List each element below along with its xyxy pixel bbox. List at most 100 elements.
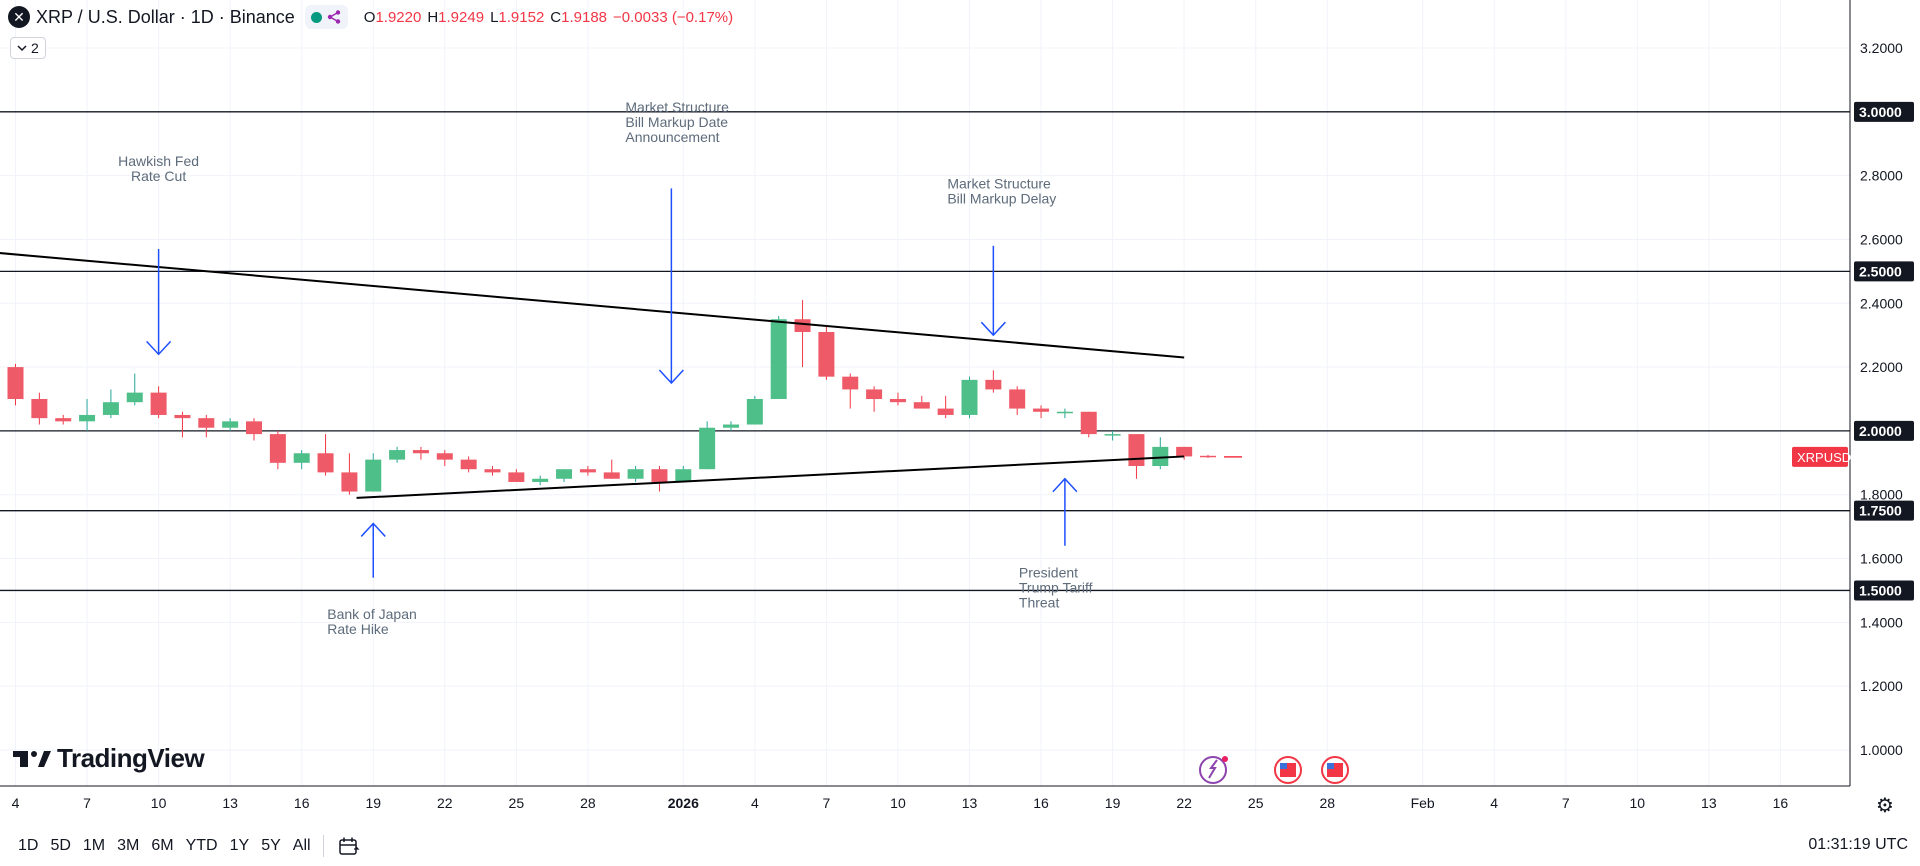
time-axis-tick-label: 16 [1033,795,1049,811]
level-price-label: 2.5000 [1859,263,1902,279]
us-flag-canton [1327,763,1334,769]
time-axis-tick-label: 16 [1773,795,1789,811]
tradingview-logo-icon [13,750,51,767]
ohlc-values: O1.9220 H1.9249 L1.9152 C1.9188 −0.0033 … [364,9,733,26]
time-axis-tick-label: 7 [823,795,831,811]
candle-down [508,472,525,482]
annotation-text: President [1019,565,1078,581]
range-5d-button[interactable]: 5D [50,837,71,854]
candle-down [246,421,262,435]
candle-down [603,472,620,479]
candle-down [651,469,668,482]
range-6m-button[interactable]: 6M [151,837,174,854]
time-axis-tick-label: 28 [1319,795,1335,811]
candle-up [79,414,96,422]
price-axis-tick-label: 3.2000 [1860,40,1903,56]
range-1d-button[interactable]: 1D [18,837,39,854]
time-axis-tick-label: 10 [890,795,906,811]
arrow-down-icon [658,369,684,385]
time-axis-tick-label: 4 [12,795,20,811]
level-price-badge [1854,261,1914,282]
symbol-title[interactable]: XRP / U.S. Dollar · 1D · Binance [36,6,295,27]
candle-down [460,459,477,470]
time-axis-tick-label: Feb [1411,795,1435,811]
time-axis-tick-label: 22 [1176,795,1192,811]
share-icon[interactable] [326,9,342,25]
symbol-price-badge [1792,446,1848,467]
candle-down [412,450,429,454]
candle-down [436,453,453,460]
legend-controls[interactable] [304,5,348,29]
range-1y-button[interactable]: 1Y [229,837,250,854]
candle-up [675,469,692,482]
toolbar-divider [322,835,324,857]
time-axis-tick-label: 7 [83,795,91,811]
settings-gear-icon[interactable]: ⚙ [1876,795,1894,817]
candle-down [889,399,906,403]
tradingview-logo[interactable]: TradingView [13,743,205,774]
chevron-down-icon [17,45,27,52]
range-3m-button[interactable]: 3M [117,837,140,854]
price-axis-tick-label: 2.6000 [1860,231,1903,247]
candle-up [293,453,310,463]
candle-up [1152,446,1169,467]
annotation-text: Announcement [625,129,719,145]
candle-down [269,434,286,463]
candle-down [818,331,835,377]
price-chart[interactable]: 3.2000 2.8000 2.6000 2.4000 2.2000 1.8000 1.60… [0,0,1920,826]
candle-down [937,408,954,415]
arrow-down-icon [146,340,172,356]
range-ytd-button[interactable]: YTD [185,837,218,854]
candle-down [1128,434,1145,467]
calendar-goto-icon[interactable] [338,836,360,856]
candle-down [1080,411,1097,435]
time-axis-tick-label: 25 [509,795,525,811]
candle-down [317,453,334,473]
annotation-text: Bill Markup Delay [947,190,1056,206]
indicators-toggle[interactable]: 2 [10,37,46,59]
range-1m-button[interactable]: 1M [82,837,106,854]
candle-down [7,367,24,399]
candle-down [484,469,501,473]
time-axis-tick-label: 7 [1562,795,1570,811]
annotation-text: Bank of Japan [327,606,417,622]
range-5y-button[interactable]: 5Y [261,837,281,854]
high-value: 1.9249 [438,8,485,26]
price-axis-tick-label: 1.0000 [1860,742,1903,758]
candle-up [723,424,739,428]
candle-down [198,418,215,428]
candle-up [1104,434,1121,436]
candle-up [389,450,406,460]
level-price-label: 2.0000 [1859,423,1902,439]
time-axis-tick-label: 28 [580,795,596,811]
utc-clock[interactable]: 01:31:19 UTC [1808,836,1908,853]
annotation-text: Hawkish Fed [118,153,199,169]
candle-up [961,379,978,415]
indicator-count: 2 [31,40,39,56]
candle-up [222,421,239,428]
candle-up [770,319,787,399]
time-axis-tick-label: 13 [222,795,238,811]
trendline[interactable] [356,455,1185,499]
range-all-button[interactable]: All [292,837,311,854]
candle-down [174,414,191,419]
change-value: −0.0033 (−0.17%) [613,8,734,26]
candle-up [365,459,382,492]
candle-up [556,469,573,479]
level-price-label: 1.5000 [1859,582,1902,598]
xrp-logo-icon: ✕ [8,6,30,28]
level-price-badge [1854,580,1914,601]
price-axis-tick-label: 2.4000 [1860,295,1903,311]
trendline[interactable] [0,243,1185,359]
annotation-text: Market Structure [625,99,729,115]
candle-down [842,376,859,390]
time-axis-tick-label: 4 [751,795,759,811]
bottom-toolbar: 1D 5D 1M 3M 6M YTD 1Y 5Y All 01:31:19 UT… [0,826,1920,866]
candle-up [102,402,119,415]
candle-up [1056,411,1073,414]
candle-down [341,472,358,492]
level-price-label: 1.7500 [1859,503,1902,519]
candle-down [31,399,48,419]
open-label: O [363,8,376,26]
time-axis-tick-label: 22 [437,795,453,811]
